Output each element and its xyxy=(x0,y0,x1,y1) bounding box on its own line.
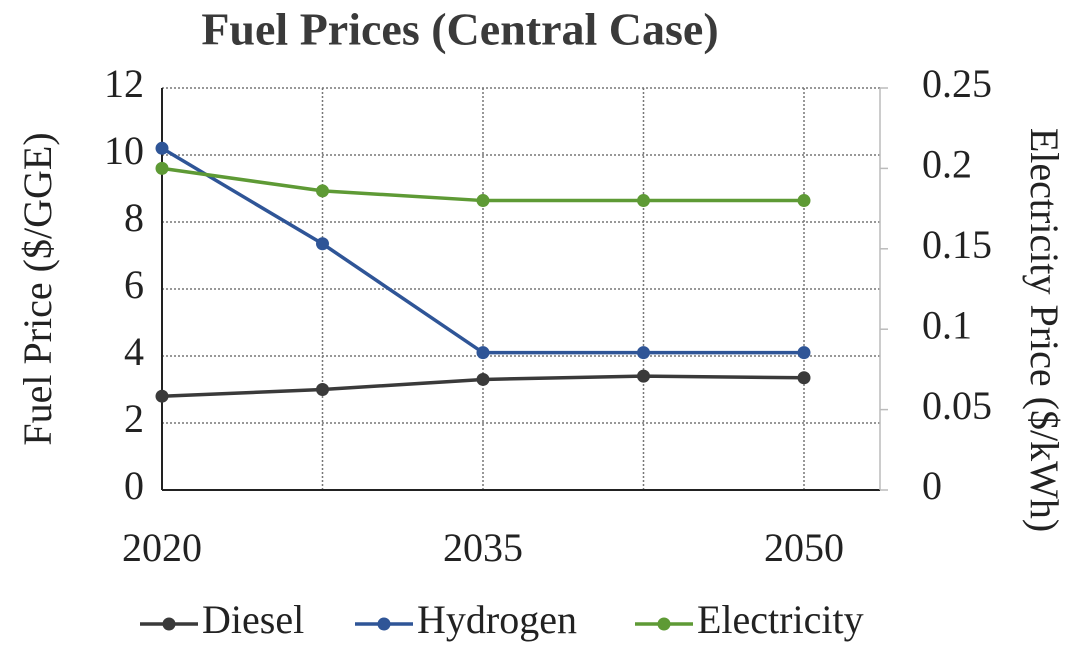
data-point xyxy=(155,141,169,155)
y2-tick-label: 0.05 xyxy=(922,383,992,428)
y2-tick-label: 0.25 xyxy=(922,61,992,106)
y-tick-label: 2 xyxy=(124,396,144,441)
data-point xyxy=(476,346,490,360)
data-point xyxy=(316,237,329,251)
y-tick-label: 6 xyxy=(124,262,144,307)
data-point xyxy=(637,346,650,360)
legend-marker xyxy=(377,617,391,631)
legend-label: Electricity xyxy=(697,597,864,642)
legend-label: Diesel xyxy=(202,597,304,642)
data-point xyxy=(316,383,329,396)
y2-axis-title: Electricity Price ($/kWh) xyxy=(1022,128,1067,532)
data-point xyxy=(637,194,650,208)
x-tick-label: 2035 xyxy=(443,525,523,570)
data-point xyxy=(797,346,811,360)
data-point xyxy=(316,184,329,198)
legend-label: Hydrogen xyxy=(417,597,577,642)
legend-marker xyxy=(162,617,176,631)
data-point xyxy=(797,371,811,385)
y-tick-label: 4 xyxy=(124,329,144,374)
chart-title: Fuel Prices (Central Case) xyxy=(201,4,718,55)
y2-tick-label: 0.1 xyxy=(922,302,972,347)
y2-tick-label: 0.2 xyxy=(922,142,972,187)
data-point xyxy=(155,161,169,175)
y-tick-label: 10 xyxy=(104,128,144,173)
data-point xyxy=(637,369,650,383)
data-point xyxy=(155,389,169,403)
y-axis-title: Fuel Price ($/GGE) xyxy=(15,132,60,445)
data-point xyxy=(797,194,811,208)
legend-marker xyxy=(657,617,671,631)
x-tick-label: 2020 xyxy=(122,525,202,570)
y-tick-label: 0 xyxy=(124,463,144,508)
data-point xyxy=(476,194,490,208)
y2-tick-label: 0 xyxy=(922,463,942,508)
y-tick-label: 8 xyxy=(124,195,144,240)
y2-tick-label: 0.15 xyxy=(922,222,992,267)
y-tick-label: 12 xyxy=(104,61,144,106)
data-point xyxy=(476,372,490,386)
x-tick-label: 2050 xyxy=(764,525,844,570)
